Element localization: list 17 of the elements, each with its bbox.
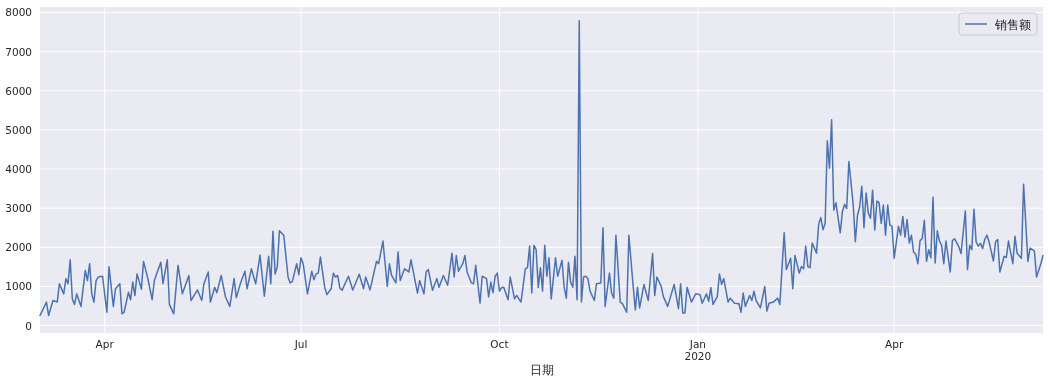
x-tick-label: Oct: [490, 338, 509, 350]
y-tick-label: 6000: [5, 84, 32, 97]
y-tick-label: 4000: [5, 163, 32, 176]
x-tick-label: Apr: [95, 338, 115, 350]
line-series: [39, 19, 1044, 317]
legend-label: 销售额: [994, 17, 1031, 32]
x-tick-label: Apr: [885, 338, 904, 350]
x-tick-label: Jul: [293, 338, 308, 350]
y-tick-label: 2000: [5, 241, 32, 254]
y-tick-label: 5000: [5, 123, 32, 136]
y-tick-label: 1000: [5, 280, 32, 293]
y-tick-label: 7000: [5, 45, 32, 58]
y-tick-label: 0: [25, 319, 32, 332]
y-tick-label: 3000: [5, 202, 32, 215]
y-tick-label: 8000: [5, 6, 32, 19]
x-tick-label: Jan 2020: [684, 338, 712, 362]
x-axis-title: 日期: [529, 363, 554, 377]
